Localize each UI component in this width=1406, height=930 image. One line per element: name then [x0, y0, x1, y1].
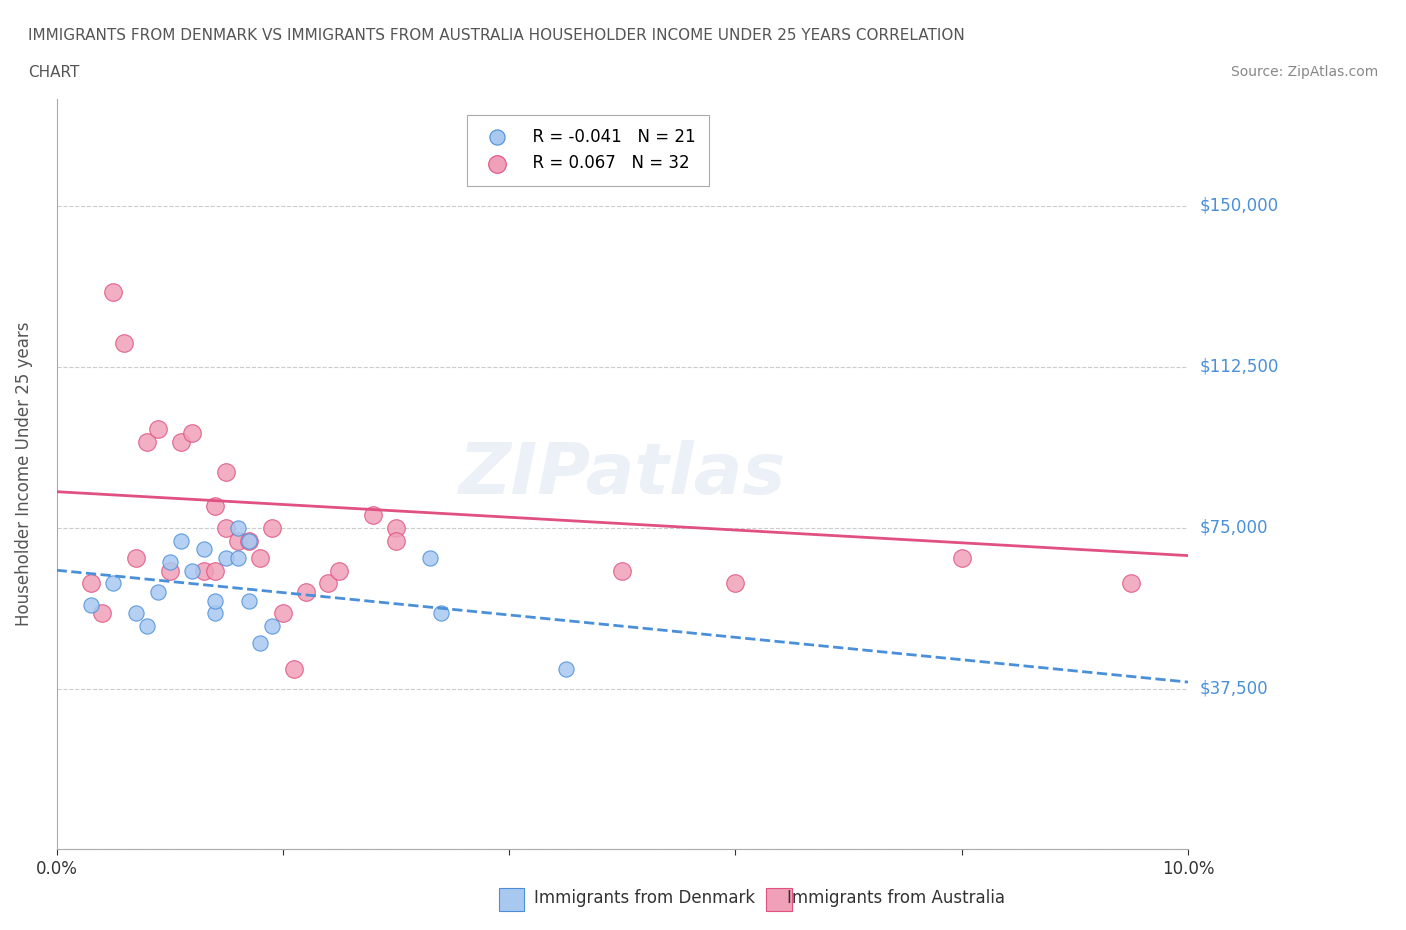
- Point: [430, 606, 453, 621]
- Point: [950, 551, 973, 565]
- Point: [215, 551, 238, 565]
- Text: IMMIGRANTS FROM DENMARK VS IMMIGRANTS FROM AUSTRALIA HOUSEHOLDER INCOME UNDER 25: IMMIGRANTS FROM DENMARK VS IMMIGRANTS FR…: [28, 28, 965, 43]
- Point: [148, 421, 170, 436]
- Point: [204, 606, 226, 621]
- Point: [226, 551, 249, 565]
- Y-axis label: Householder Income Under 25 years: Householder Income Under 25 years: [15, 322, 32, 626]
- Point: [159, 554, 181, 569]
- Point: [249, 551, 271, 565]
- Point: [101, 285, 124, 299]
- Point: [612, 564, 634, 578]
- Point: [193, 564, 215, 578]
- Point: [125, 606, 148, 621]
- Point: [79, 576, 101, 591]
- Point: [136, 434, 159, 449]
- Point: [204, 593, 226, 608]
- Point: [215, 464, 238, 479]
- Point: [328, 564, 350, 578]
- Point: [316, 576, 339, 591]
- Text: $112,500: $112,500: [1199, 358, 1278, 376]
- Point: [554, 662, 576, 677]
- Point: [136, 618, 159, 633]
- Point: [114, 336, 136, 351]
- Point: [249, 636, 271, 651]
- Point: [238, 533, 260, 548]
- Point: [238, 533, 260, 548]
- Point: [1121, 576, 1143, 591]
- Point: [193, 541, 215, 556]
- Point: [260, 520, 283, 535]
- Point: [90, 606, 112, 621]
- Point: [238, 593, 260, 608]
- Point: [79, 597, 101, 612]
- Point: [125, 551, 148, 565]
- Text: Immigrants from Australia: Immigrants from Australia: [787, 889, 1005, 907]
- Text: $75,000: $75,000: [1199, 519, 1268, 537]
- Point: [170, 533, 193, 548]
- Point: [226, 520, 249, 535]
- Point: [148, 585, 170, 600]
- Text: ZIPatlas: ZIPatlas: [458, 440, 786, 509]
- Point: [385, 533, 408, 548]
- Point: [419, 551, 441, 565]
- Point: [181, 564, 204, 578]
- Text: Immigrants from Denmark: Immigrants from Denmark: [534, 889, 755, 907]
- Point: [101, 576, 124, 591]
- Point: [159, 564, 181, 578]
- Point: [215, 520, 238, 535]
- Point: [271, 606, 294, 621]
- Text: Source: ZipAtlas.com: Source: ZipAtlas.com: [1230, 65, 1378, 79]
- Point: [724, 576, 747, 591]
- Legend:   R = -0.041   N = 21,   R = 0.067   N = 32: R = -0.041 N = 21, R = 0.067 N = 32: [467, 114, 710, 186]
- Point: [260, 618, 283, 633]
- Point: [181, 426, 204, 441]
- Point: [204, 564, 226, 578]
- Text: $37,500: $37,500: [1199, 680, 1268, 698]
- Point: [226, 533, 249, 548]
- Text: CHART: CHART: [28, 65, 80, 80]
- Point: [294, 585, 316, 600]
- Text: $150,000: $150,000: [1199, 197, 1278, 215]
- Point: [170, 434, 193, 449]
- Point: [385, 520, 408, 535]
- Point: [363, 508, 385, 523]
- Point: [204, 498, 226, 513]
- Point: [283, 662, 305, 677]
